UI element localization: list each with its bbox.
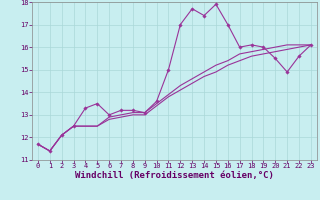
X-axis label: Windchill (Refroidissement éolien,°C): Windchill (Refroidissement éolien,°C) <box>75 171 274 180</box>
